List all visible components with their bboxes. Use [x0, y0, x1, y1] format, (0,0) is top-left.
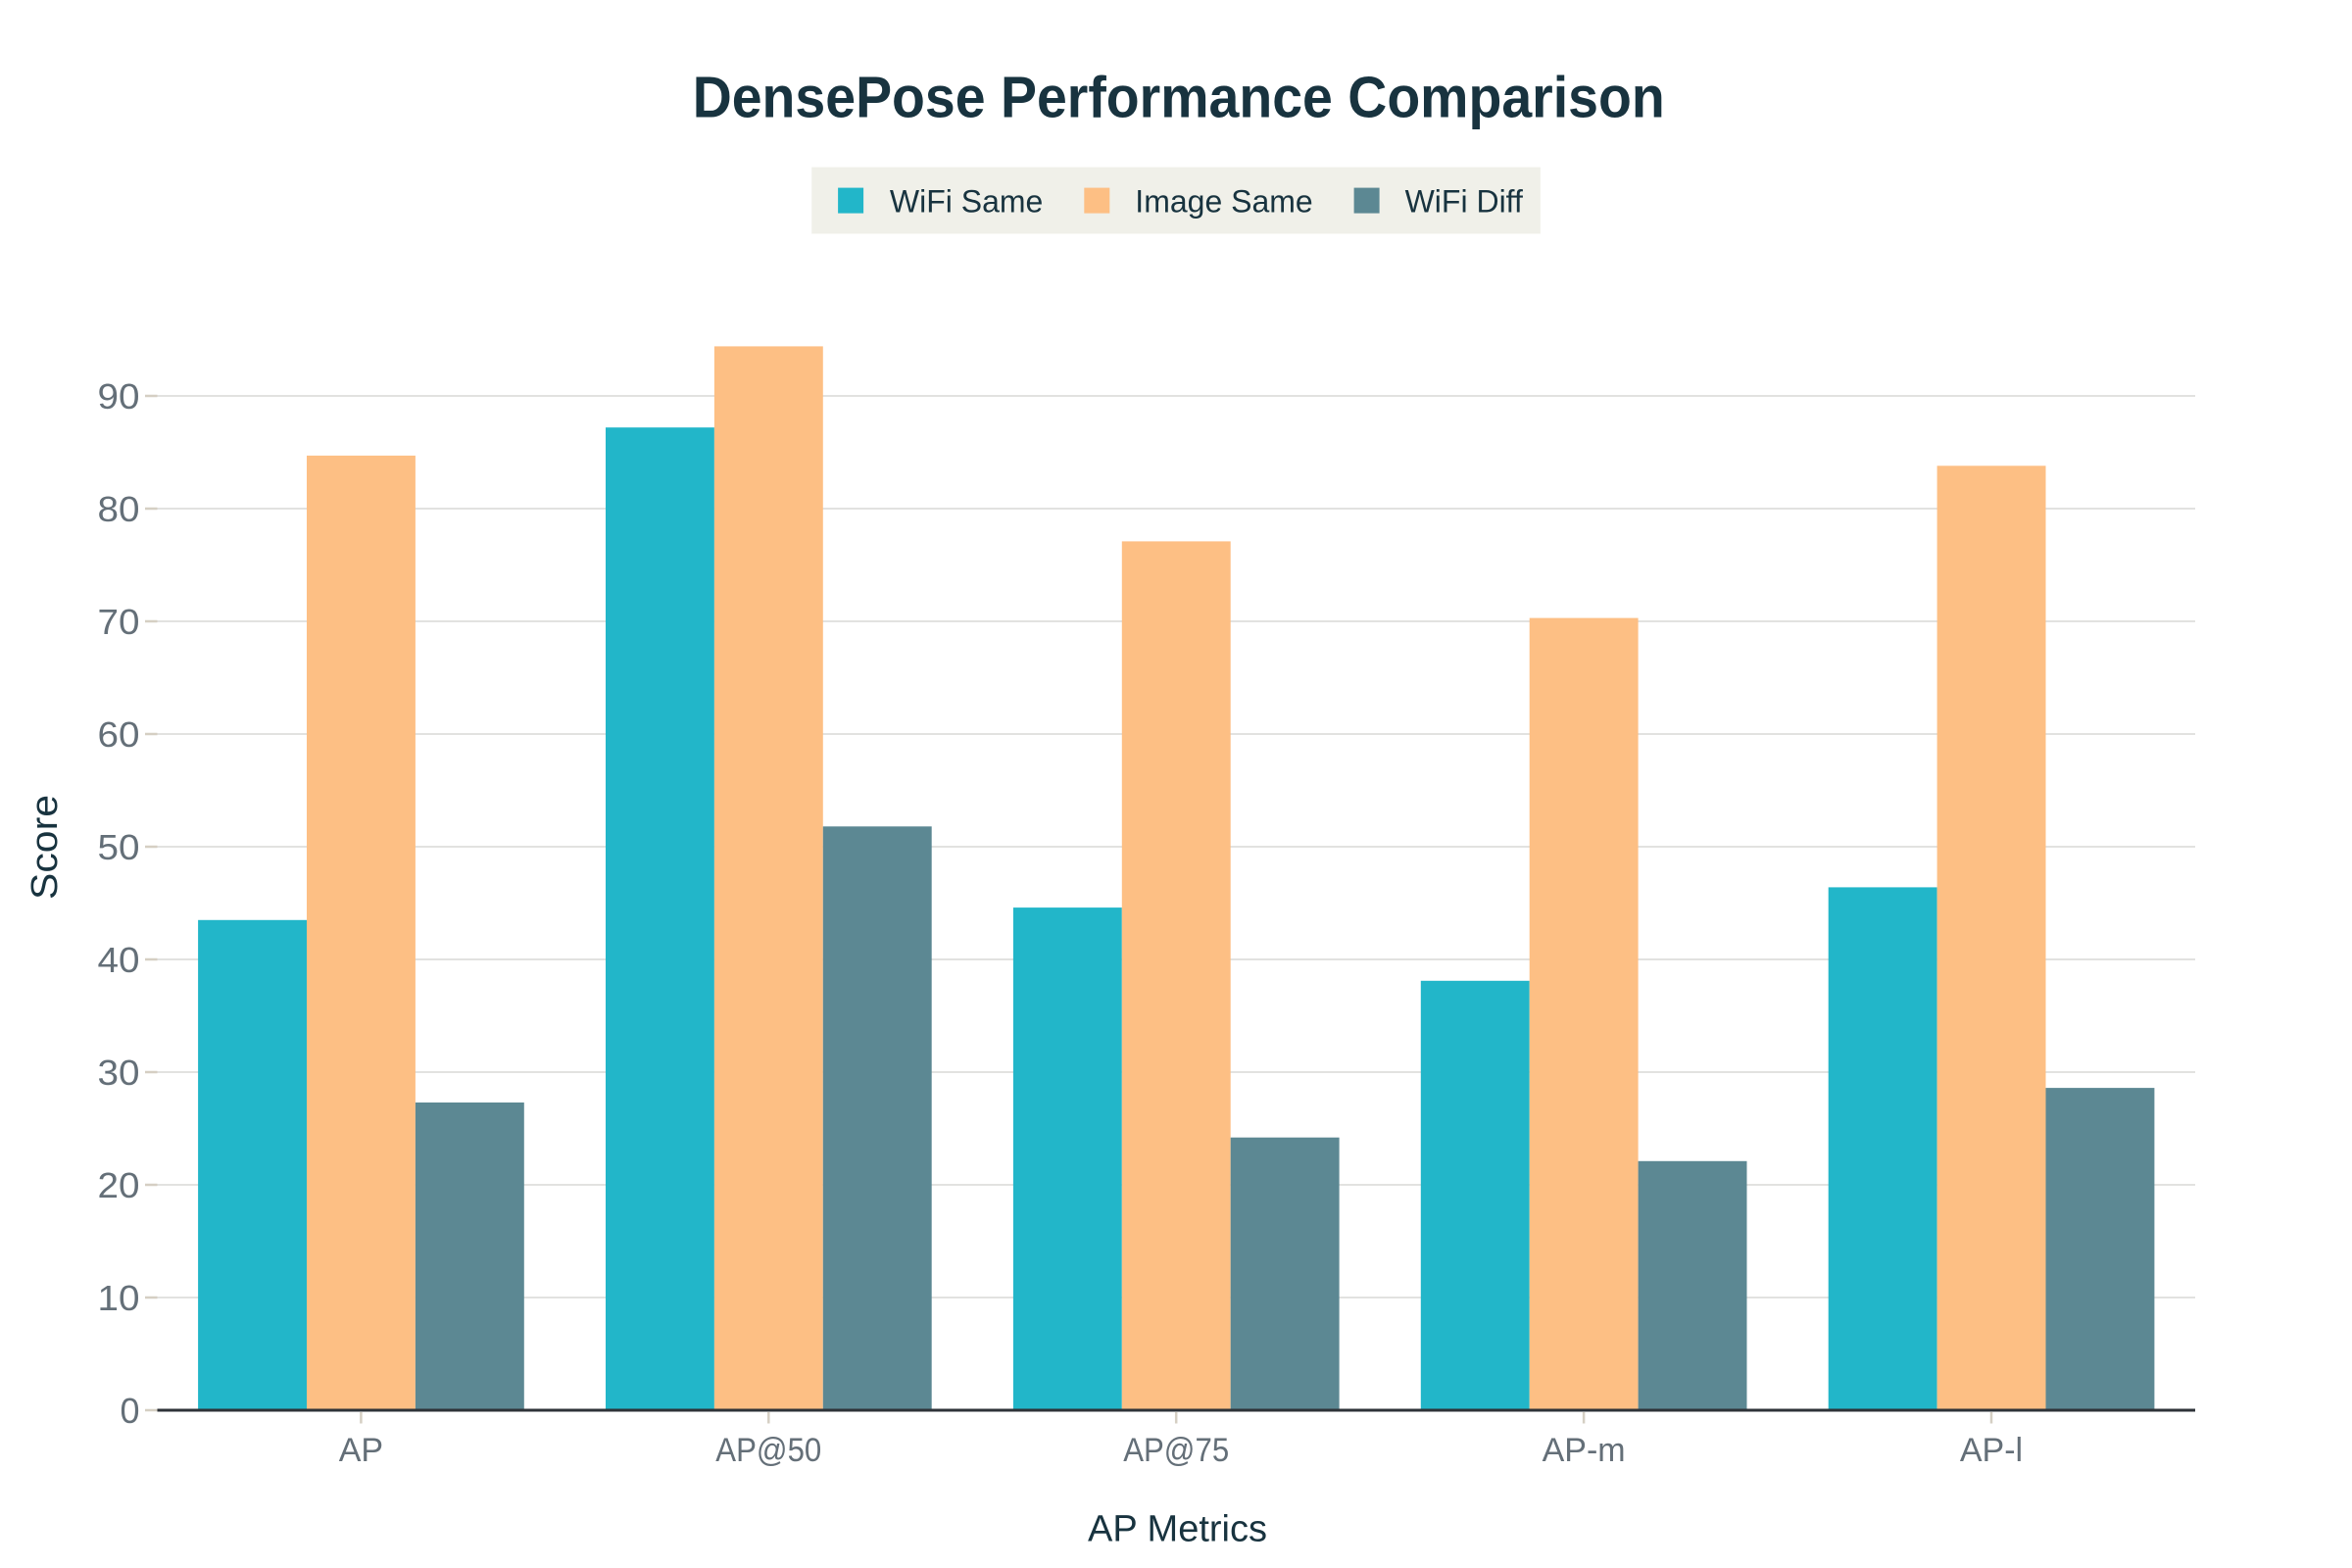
svg-text:WiFi Diff: WiFi Diff [1405, 183, 1523, 219]
svg-text:20: 20 [98, 1165, 140, 1205]
svg-text:DensePose Performance Comparis: DensePose Performance Comparison [693, 66, 1665, 130]
svg-text:AP Metrics: AP Metrics [1088, 1509, 1267, 1550]
svg-text:50: 50 [98, 827, 140, 867]
svg-text:60: 60 [98, 714, 140, 755]
svg-text:AP@75: AP@75 [1123, 1432, 1229, 1469]
svg-text:40: 40 [98, 940, 140, 980]
svg-text:AP: AP [339, 1432, 383, 1469]
svg-text:AP-l: AP-l [1960, 1432, 2023, 1469]
svg-text:0: 0 [120, 1391, 139, 1431]
svg-text:90: 90 [98, 376, 140, 416]
svg-text:80: 80 [98, 489, 140, 529]
svg-text:30: 30 [98, 1053, 140, 1093]
svg-text:70: 70 [98, 602, 140, 642]
svg-text:WiFi Same: WiFi Same [890, 183, 1043, 219]
svg-text:Image Same: Image Same [1135, 183, 1312, 219]
svg-text:Score: Score [24, 795, 66, 900]
svg-text:10: 10 [98, 1278, 140, 1318]
svg-text:AP-m: AP-m [1543, 1432, 1626, 1469]
svg-text:AP@50: AP@50 [715, 1432, 821, 1469]
